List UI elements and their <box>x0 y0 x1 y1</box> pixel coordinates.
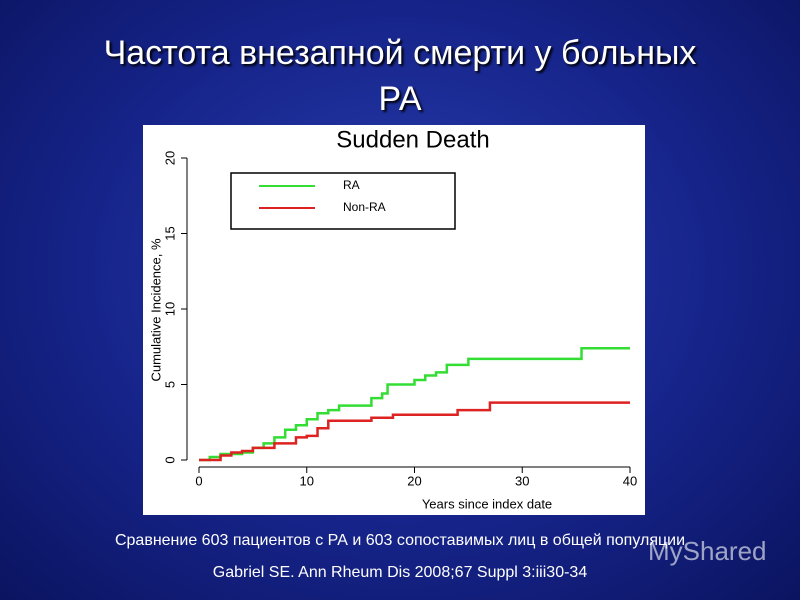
y-tick-label: 20 <box>162 151 177 165</box>
x-tick-label: 40 <box>623 473 637 488</box>
legend-box <box>230 172 456 230</box>
chart: Sudden Death Years since index date Cumu… <box>143 125 645 515</box>
legend-label: Non-RA <box>343 200 386 214</box>
x-tick-label: 30 <box>515 473 529 488</box>
watermark: MyShared <box>648 536 767 566</box>
y-tick-label: 10 <box>162 302 177 316</box>
x-tick-label: 20 <box>407 473 421 488</box>
series-line <box>199 347 630 462</box>
slide-title: Частота внезапной смерти у больных <box>103 34 697 72</box>
caption: Сравнение 603 пациентов с РА и 603 сопос… <box>114 532 686 549</box>
chart-title: Sudden Death <box>336 126 489 153</box>
y-tick-label: 5 <box>162 381 177 388</box>
x-tick-label: 10 <box>300 473 314 488</box>
series-line <box>199 401 630 462</box>
y-tick-label: 15 <box>162 226 177 240</box>
citation: Gabriel SE. Ann Rheum Dis 2008;67 Suppl … <box>212 564 588 581</box>
x-tick-label: 0 <box>195 473 202 488</box>
x-axis-label: Years since index date <box>422 496 552 511</box>
y-tick-label: 0 <box>162 456 177 463</box>
slide-title: РА <box>378 80 422 118</box>
legend-label: RA <box>343 178 360 192</box>
y-axis-label: Cumulative Incidence, % <box>148 238 163 382</box>
